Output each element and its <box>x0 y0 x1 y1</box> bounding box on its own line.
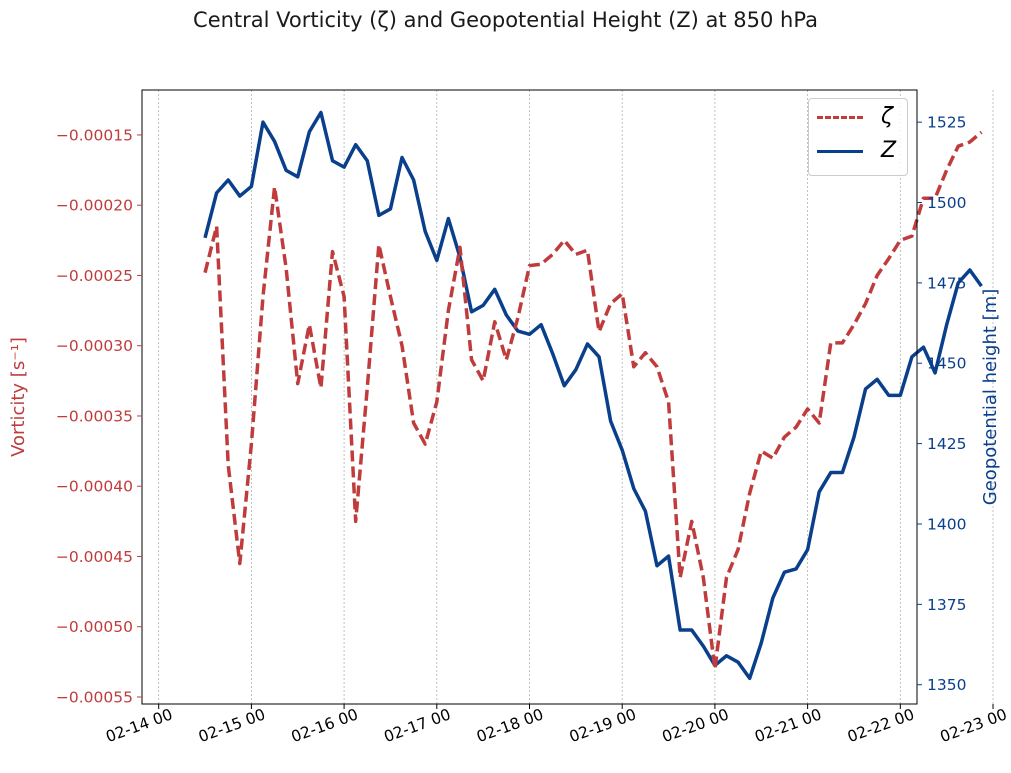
series-z-line <box>203 110 983 681</box>
legend-swatch-z <box>817 150 863 153</box>
left-tick-label: −0.00055 <box>56 688 133 706</box>
x-tick-label: 02-14 00 <box>103 705 175 746</box>
left-tick-label: −0.00035 <box>56 407 133 425</box>
x-tick-label: 02-22 00 <box>845 705 917 746</box>
x-tick-label: 02-15 00 <box>196 705 268 746</box>
left-axis-ticks: −0.00015 −0.00020 −0.00025 −0.00030 −0.00035… <box>56 126 142 706</box>
left-tick-label: −0.00030 <box>56 337 133 355</box>
left-tick-label: −0.00025 <box>56 267 133 285</box>
x-tick-label: 02-23 00 <box>938 705 1010 746</box>
right-axis-ticks: 1350 1375 1400 1425 1450 1475 1500 1525 <box>917 114 966 694</box>
x-tick-label: 02-18 00 <box>474 705 546 746</box>
legend-entry-z: Z <box>817 137 905 167</box>
right-axis-title: Geopotential height [m] <box>980 289 1001 506</box>
right-tick-label: 1350 <box>927 676 966 694</box>
legend-swatch-zeta <box>817 116 863 119</box>
x-tick-label: 02-21 00 <box>752 705 824 746</box>
legend-label-zeta: ζ <box>881 104 893 129</box>
right-tick-label: 1375 <box>927 596 966 614</box>
series-zeta-line <box>203 130 983 671</box>
right-tick-label: 1400 <box>927 515 966 533</box>
left-tick-label: −0.00040 <box>56 478 133 496</box>
series-lines <box>203 110 983 681</box>
right-tick-label: 1500 <box>927 194 966 212</box>
left-tick-label: −0.00045 <box>56 548 133 566</box>
left-tick-label: −0.00015 <box>56 126 133 144</box>
legend-label-z: Z <box>881 138 897 163</box>
right-tick-label: 1475 <box>927 274 966 292</box>
left-tick-label: −0.00050 <box>56 618 133 636</box>
left-tick-label: −0.00020 <box>56 197 133 215</box>
right-tick-label: 1425 <box>927 435 966 453</box>
x-tick-label: 02-17 00 <box>382 705 454 746</box>
legend-entry-zeta: ζ <box>817 103 905 133</box>
chart-title: Central Vorticity (ζ) and Geopotential H… <box>193 8 818 32</box>
x-gridlines <box>158 90 994 704</box>
x-tick-label: 02-20 00 <box>660 705 732 746</box>
right-tick-label: 1525 <box>927 114 966 132</box>
x-tick-label: 02-16 00 <box>289 705 361 746</box>
left-axis-title: Vorticity [s⁻¹] <box>8 337 29 457</box>
x-axis-ticks: 02-14 00 02-15 00 02-16 00 02-17 00 02-18 00… <box>103 704 1009 746</box>
right-tick-label: 1450 <box>927 355 966 373</box>
x-tick-label: 02-19 00 <box>567 705 639 746</box>
legend: ζ Z <box>808 98 908 176</box>
